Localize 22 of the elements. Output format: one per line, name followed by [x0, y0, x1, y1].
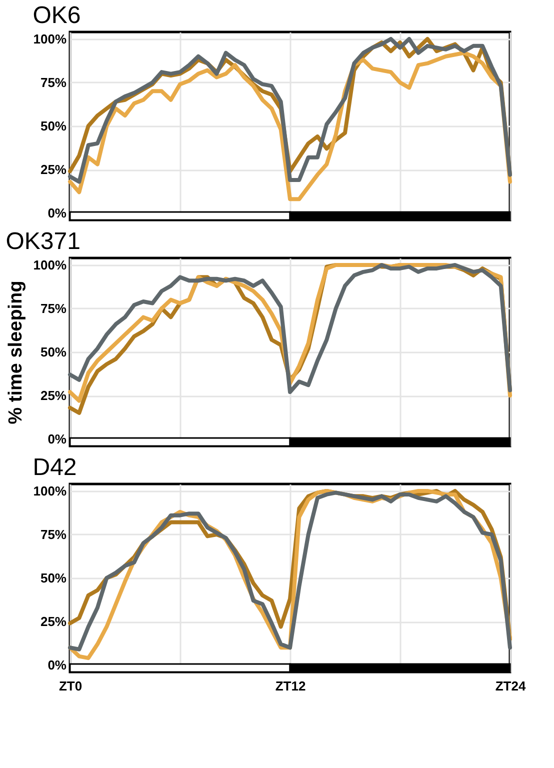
y-tick-label: 25% — [40, 614, 67, 630]
y-tick-label: 100% — [33, 31, 67, 46]
chart-title: OK371 — [6, 228, 80, 255]
chart-title: OK6 — [32, 2, 81, 29]
x-tick-label: ZT24 — [495, 678, 526, 694]
y-tick-label: 0% — [48, 432, 67, 447]
y-tick-label: 100% — [33, 257, 67, 272]
y-tick-label: 0% — [48, 206, 67, 221]
y-tick-label: 50% — [40, 344, 67, 360]
y-tick-label: 50% — [40, 570, 67, 586]
y-tick-label: 0% — [48, 658, 67, 673]
chart-title: D42 — [32, 454, 77, 481]
x-tick-label: ZT12 — [275, 678, 306, 694]
y-tick-label: 50% — [40, 118, 67, 134]
y-tick-label: 25% — [40, 162, 67, 178]
y-tick-label: 75% — [40, 526, 67, 542]
y-axis-title: % time sleeping — [5, 280, 26, 424]
y-tick-label: 75% — [40, 74, 67, 90]
x-tick-label: ZT0 — [58, 678, 82, 694]
y-tick-label: 25% — [40, 388, 67, 404]
y-tick-label: 100% — [33, 483, 67, 498]
y-tick-label: 75% — [40, 300, 67, 316]
